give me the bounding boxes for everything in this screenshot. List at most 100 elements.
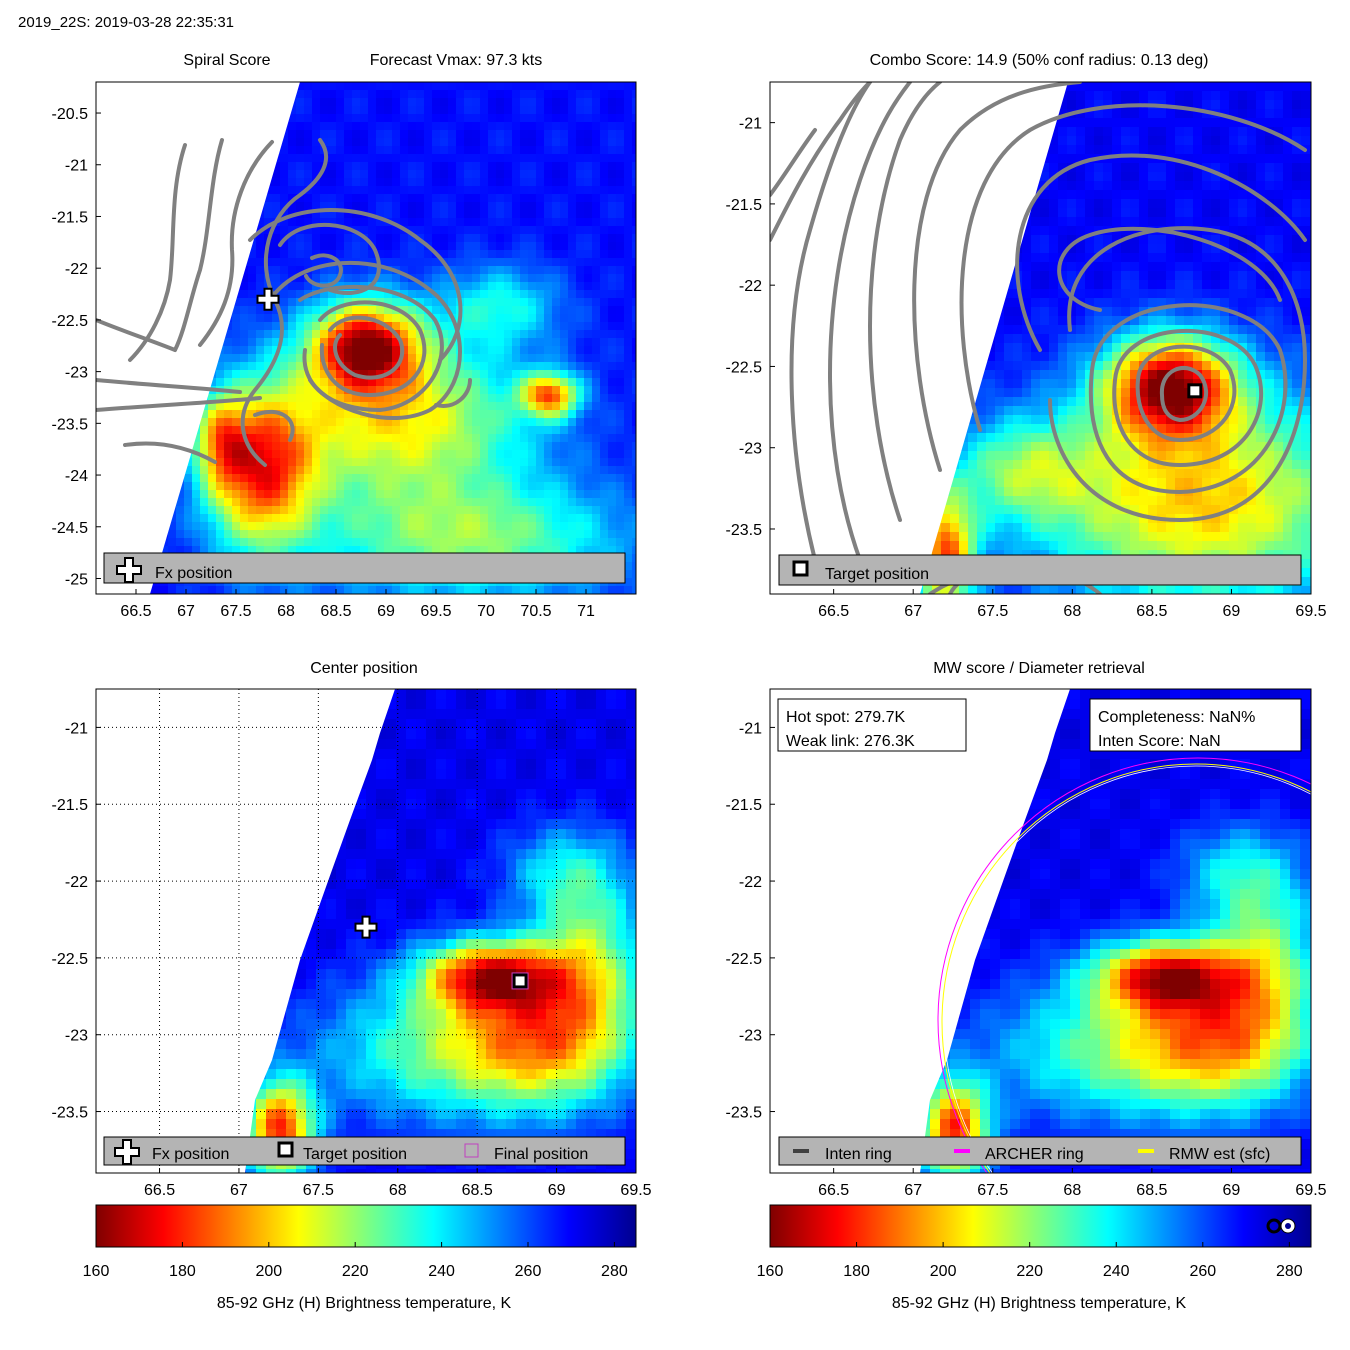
x-tick-label: 68.5 bbox=[462, 1182, 493, 1199]
y-tick-label: -21.5 bbox=[52, 797, 89, 814]
spiral-plot-frame bbox=[95, 81, 637, 595]
x-tick-label: 69 bbox=[377, 603, 395, 620]
center-legend-final: Final position bbox=[494, 1146, 588, 1163]
target-position-icon bbox=[792, 560, 809, 577]
colorbar-tick-label: 160 bbox=[757, 1263, 784, 1280]
y-tick-label: -25 bbox=[65, 571, 88, 588]
y-tick-label: -22.5 bbox=[52, 313, 89, 330]
mw-plot-frame bbox=[769, 688, 1312, 1174]
center-legend-fx: Fx position bbox=[152, 1146, 229, 1163]
mw-weaklink-text: Weak link: 276.3K bbox=[786, 733, 915, 750]
mw-rings bbox=[937, 757, 1311, 1173]
y-tick-label: -20.5 bbox=[52, 106, 89, 123]
colorbar-left-ticks: 160 180 200 220 240 260 280 bbox=[83, 1242, 628, 1280]
spiral-title-left: Spiral Score bbox=[183, 52, 270, 69]
fx-position-marker bbox=[256, 287, 280, 311]
colorbar-tick-label: 280 bbox=[601, 1263, 628, 1280]
x-tick-label: 67 bbox=[177, 603, 195, 620]
x-tick-label: 66.5 bbox=[144, 1182, 175, 1199]
x-tick-label: 68 bbox=[389, 1182, 407, 1199]
y-tick-label: -22.5 bbox=[726, 951, 763, 968]
x-tick-label: 66.5 bbox=[120, 603, 151, 620]
target-position-marker bbox=[512, 973, 528, 989]
combo-plot-frame bbox=[769, 81, 1312, 595]
inten-ring bbox=[943, 765, 1311, 1173]
x-tick-label: 68 bbox=[1063, 1182, 1081, 1199]
center-axis-ticks: 66.5 67 67.5 68 68.5 69 69.5 -21 -21.5 -22 -22.5 -2… bbox=[52, 720, 652, 1199]
y-tick-label: -21 bbox=[739, 720, 762, 737]
mw-completeness-box: Completeness: NaN% Inten Score: NaN bbox=[1089, 698, 1302, 752]
mw-intenscore-text: Inten Score: NaN bbox=[1098, 733, 1221, 750]
mw-axis-ticks: 66.5 67 67.5 68 68.5 69 69.5 -21 -21.5 -22 -22.5 -2… bbox=[726, 720, 1327, 1199]
spiral-score-panel: Spiral Score Forecast Vmax: 97.3 kts bbox=[52, 52, 637, 620]
combo-legend: Target position bbox=[778, 554, 1302, 586]
colorbar-tick-label: 280 bbox=[1276, 1263, 1303, 1280]
spiral-legend-fx: Fx position bbox=[155, 565, 232, 582]
y-tick-label: -21 bbox=[65, 720, 88, 737]
x-tick-label: 67 bbox=[230, 1182, 248, 1199]
mw-legend: Inten ring ARCHER ring RMW est (sfc) bbox=[778, 1136, 1302, 1166]
y-tick-label: -24.5 bbox=[52, 520, 89, 537]
x-tick-label: 68.5 bbox=[1136, 1182, 1167, 1199]
x-tick-label: 66.5 bbox=[818, 1182, 849, 1199]
target-position-marker bbox=[1187, 383, 1203, 399]
colorbar-right-ticks: 160 180 200 220 240 260 280 bbox=[757, 1242, 1303, 1280]
y-tick-label: -22 bbox=[739, 874, 762, 891]
fx-position-marker bbox=[354, 915, 378, 939]
colorbar-tick-label: 260 bbox=[515, 1263, 542, 1280]
x-tick-label: 69 bbox=[1223, 603, 1241, 620]
mw-completeness-text: Completeness: NaN% bbox=[1098, 709, 1255, 726]
colorbar-right-gradient bbox=[769, 1204, 1312, 1248]
x-tick-label: 67.5 bbox=[977, 1182, 1008, 1199]
center-markers bbox=[354, 915, 529, 990]
mw-score-panel: MW score / Diameter retrieval Hot spot: … bbox=[726, 660, 1327, 1199]
mw-legend-rmw: RMW est (sfc) bbox=[1169, 1146, 1270, 1163]
y-tick-label: -23 bbox=[65, 365, 88, 382]
combo-axis-ticks: 66.5 67 67.5 68 68.5 69 69.5 -21 -21.5 -22 -22.5 -2… bbox=[726, 116, 1327, 620]
spiral-legend: Fx position bbox=[103, 552, 626, 584]
mw-legend-inten: Inten ring bbox=[825, 1146, 892, 1163]
y-tick-label: -21.5 bbox=[726, 797, 763, 814]
center-swath-gap bbox=[96, 689, 395, 1173]
spiral-title-right: Forecast Vmax: 97.3 kts bbox=[370, 52, 543, 69]
colorbar-right-label: 85-92 GHz (H) Brightness temperature, K bbox=[892, 1295, 1187, 1312]
y-tick-label: -23 bbox=[65, 1028, 88, 1045]
x-tick-label: 70.5 bbox=[520, 603, 551, 620]
fx-position-icon bbox=[114, 1139, 140, 1165]
x-tick-label: 67 bbox=[904, 1182, 922, 1199]
combo-swath-gap bbox=[770, 82, 1068, 594]
x-tick-label: 69.5 bbox=[1295, 603, 1326, 620]
x-tick-label: 67.5 bbox=[977, 603, 1008, 620]
final-position-icon bbox=[464, 1143, 479, 1158]
colorbar-tick-label: 180 bbox=[843, 1263, 870, 1280]
y-tick-label: -22 bbox=[739, 278, 762, 295]
colorbar-tick-label: 240 bbox=[1103, 1263, 1130, 1280]
x-tick-label: 67.5 bbox=[220, 603, 251, 620]
center-legend: Fx position Target position Final positi… bbox=[103, 1136, 626, 1166]
y-tick-label: -21 bbox=[65, 158, 88, 175]
combo-title: Combo Score: 14.9 (50% conf radius: 0.13… bbox=[870, 52, 1209, 69]
colorbar-tick-label: 240 bbox=[428, 1263, 455, 1280]
y-tick-label: -22.5 bbox=[52, 951, 89, 968]
mw-legend-archer: ARCHER ring bbox=[985, 1146, 1084, 1163]
x-tick-label: 68.5 bbox=[1136, 603, 1167, 620]
y-tick-label: -21.5 bbox=[726, 197, 763, 214]
mw-swath-gap bbox=[770, 689, 1070, 1173]
combo-target-marker bbox=[1187, 383, 1203, 399]
x-tick-label: 69.5 bbox=[1295, 1182, 1326, 1199]
y-tick-label: -22.5 bbox=[726, 359, 763, 376]
y-tick-label: -23 bbox=[739, 441, 762, 458]
colorbar-left-label: 85-92 GHz (H) Brightness temperature, K bbox=[217, 1295, 512, 1312]
x-tick-label: 67.5 bbox=[303, 1182, 334, 1199]
y-tick-label: -24 bbox=[65, 468, 88, 485]
colorbar-tick-label: 260 bbox=[1189, 1263, 1216, 1280]
y-tick-label: -23 bbox=[739, 1028, 762, 1045]
colorbar-tick-label: 220 bbox=[342, 1263, 369, 1280]
y-tick-label: -22 bbox=[65, 261, 88, 278]
center-plot-frame bbox=[95, 688, 637, 1174]
center-title: Center position bbox=[310, 660, 418, 677]
colorbar-left-gradient bbox=[95, 1204, 637, 1248]
center-position-panel: Center position Fx position Target posit… bbox=[52, 660, 652, 1199]
colorbar-tick-label: 200 bbox=[255, 1263, 282, 1280]
